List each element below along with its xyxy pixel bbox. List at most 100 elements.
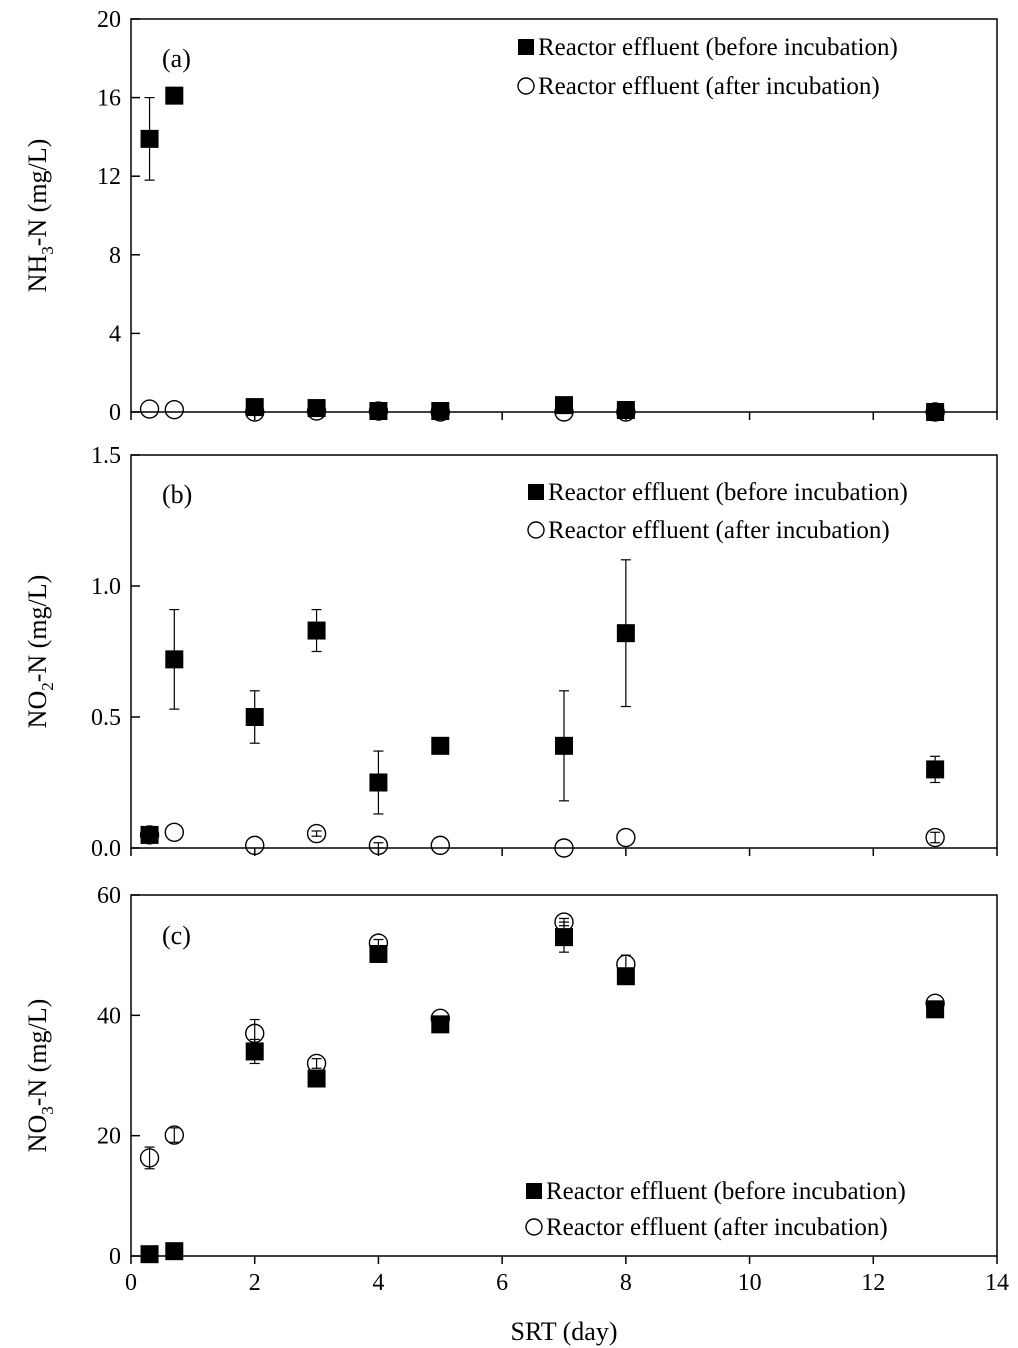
data-point-circle	[616, 827, 636, 848]
x-tick-label: 8	[620, 1270, 632, 1296]
series-before-incubation	[140, 86, 945, 421]
data-point-square	[165, 650, 184, 669]
y-tick-label: 0	[109, 1244, 121, 1270]
y-tick-label: 1.5	[91, 443, 121, 469]
legend-square-icon	[526, 1183, 542, 1199]
plot-frame	[130, 894, 998, 1257]
legend-square-icon	[528, 484, 544, 500]
data-point-circle	[554, 838, 574, 858]
data-point-circle	[368, 933, 389, 953]
data-point-square	[431, 736, 450, 755]
legend-circle-icon	[527, 521, 545, 539]
series-before-incubation	[140, 559, 945, 844]
x-tick-label: 2	[249, 1270, 261, 1296]
data-point-circle	[245, 835, 265, 856]
panel-c: 0 20 40 60 0 2 4 6 8 10 12 14 NO3-N (mg/L) SRT (day) (…	[23, 883, 1009, 1346]
legend-entry: Reactor effluent (before incubation)	[538, 34, 898, 61]
series-after-incubation	[139, 399, 945, 422]
data-point-circle	[925, 827, 945, 848]
data-point-circle	[306, 401, 327, 421]
data-point-square	[926, 1000, 945, 1019]
data-point-square	[369, 402, 388, 421]
x-tick-label: 0	[125, 1270, 137, 1296]
data-point-circle	[245, 1023, 265, 1044]
y-tick-label: 8	[109, 243, 121, 269]
data-point-circle	[368, 401, 389, 421]
data-point-circle	[139, 1148, 160, 1168]
data-point-square	[616, 624, 635, 643]
data-point-circle	[245, 402, 265, 422]
legend-entry: Reactor effluent (after incubation)	[546, 1214, 888, 1241]
legend-entry: Reactor effluent (before incubation)	[548, 479, 908, 506]
data-point-circle	[368, 835, 389, 856]
data-point-circle	[306, 823, 327, 844]
panel-label: (c)	[162, 921, 191, 950]
data-point-circle	[925, 402, 945, 422]
x-tick-label: 4	[372, 1270, 384, 1296]
data-point-circle	[430, 402, 450, 422]
data-point-circle	[164, 1125, 185, 1145]
data-point-square	[369, 944, 388, 963]
data-point-circle	[139, 399, 160, 419]
data-point-square	[926, 760, 945, 779]
data-point-square	[616, 401, 635, 420]
data-point-square	[431, 402, 450, 421]
y-axis-title: NO2-N (mg/L)	[23, 575, 57, 729]
data-point-circle	[554, 402, 574, 422]
data-point-circle	[430, 835, 450, 856]
data-point-square	[245, 708, 264, 726]
y-tick-label: 20	[97, 7, 121, 33]
legend-square-icon	[518, 39, 534, 55]
panel-label: (a)	[162, 44, 191, 73]
x-tick-label: 12	[861, 1270, 885, 1296]
x-axis-title: SRT (day)	[510, 1317, 617, 1346]
y-tick-label: 0	[109, 400, 121, 426]
legend-circle-icon	[517, 77, 535, 95]
legend-circle-icon	[525, 1218, 543, 1236]
y-tick-label: 0.5	[91, 705, 121, 731]
series-after-incubation	[139, 822, 945, 858]
data-point-square	[555, 736, 573, 755]
legend-entry: Reactor effluent (after incubation)	[548, 517, 890, 544]
x-tick-label: 10	[738, 1270, 762, 1296]
y-tick-label: 1.0	[91, 574, 121, 600]
data-point-square	[926, 403, 945, 421]
y-tick-label: 20	[97, 1124, 121, 1150]
data-point-square	[140, 1245, 159, 1264]
y-tick-label: 16	[97, 86, 121, 112]
y-tick-label: 12	[97, 164, 121, 190]
data-point-square	[140, 825, 159, 844]
data-point-square	[369, 773, 388, 792]
data-point-square	[140, 129, 159, 148]
data-point-square	[431, 1015, 450, 1034]
series-before-incubation	[140, 921, 945, 1264]
x-tick-label: 6	[496, 1270, 508, 1296]
data-point-circle	[139, 825, 160, 845]
legend-entry: Reactor effluent (after incubation)	[538, 73, 880, 100]
legend-entry: Reactor effluent (before incubation)	[546, 1178, 906, 1205]
panel-label: (b)	[162, 480, 192, 509]
data-point-square	[245, 398, 264, 417]
y-tick-label: 60	[97, 883, 121, 909]
legend: Reactor effluent (before incubation) Reac…	[525, 1178, 906, 1241]
legend: Reactor effluent (before incubation) Reac…	[527, 479, 908, 544]
y-axis-title: NO3-N (mg/L)	[23, 999, 57, 1153]
y-tick-label: 4	[109, 321, 121, 347]
data-point-circle	[616, 954, 636, 974]
data-point-square	[307, 621, 326, 640]
panel-a: 0 4 8 12 16 20 NH3-N (mg/L) (a) Reactor effluent…	[23, 7, 998, 426]
y-tick-label: 0.0	[91, 836, 121, 862]
y-axis-title: NH3-N (mg/L)	[23, 139, 57, 293]
data-point-square	[555, 396, 573, 415]
data-point-circle	[616, 402, 636, 422]
data-point-square	[555, 928, 573, 947]
data-point-circle	[164, 399, 185, 420]
data-point-square	[165, 1242, 184, 1261]
data-point-square	[307, 1069, 326, 1088]
y-tick-label: 40	[97, 1003, 121, 1029]
data-point-circle	[554, 912, 574, 932]
data-point-circle	[925, 993, 945, 1013]
data-point-circle	[164, 822, 185, 842]
data-point-circle	[430, 1008, 450, 1029]
